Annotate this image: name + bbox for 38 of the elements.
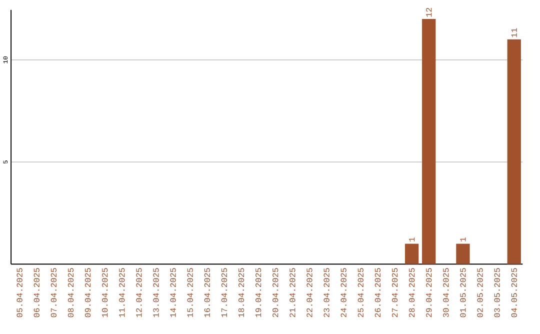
x-tick-label: 07.04.2025 [50, 268, 57, 318]
x-tick-label: 20.04.2025 [272, 268, 278, 318]
x-tick-label: 14.04.2025 [170, 268, 176, 318]
bar [456, 244, 470, 264]
x-tick-label: 29.04.2025 [426, 268, 432, 318]
x-tick-label: 24.04.2025 [340, 268, 346, 318]
x-tick-label: 16.04.2025 [204, 268, 210, 318]
x-tick-label: 02.05.2025 [477, 268, 483, 318]
data-label: 1 [409, 238, 415, 242]
x-tick-label: 15.04.2025 [187, 268, 193, 318]
data-label: 12 [426, 8, 432, 17]
x-tick-label: 10.04.2025 [102, 268, 108, 318]
x-tick-label: 26.04.2025 [374, 268, 381, 318]
x-tick-label: 12.04.2025 [136, 268, 142, 318]
data-label: 11 [511, 28, 517, 38]
x-tick-label: 13.04.2025 [153, 268, 159, 318]
x-tick-label: 21.04.2025 [290, 268, 296, 318]
x-tick-label: 11.04.2025 [119, 268, 125, 318]
x-tick-label: 09.04.2025 [84, 268, 91, 318]
data-label: 1 [460, 238, 466, 242]
x-tick-label: 27.04.2025 [392, 268, 398, 318]
x-tick-label: 03.05.2025 [494, 268, 500, 318]
x-tick-label: 01.05.2025 [460, 268, 466, 318]
x-tick-label: 22.04.2025 [306, 268, 312, 318]
x-tick-label: 19.04.2025 [255, 268, 262, 318]
x-tick-label: 23.04.2025 [324, 268, 330, 318]
bar [507, 39, 521, 264]
x-tick-label: 08.04.2025 [68, 268, 74, 318]
x-tick-label: 28.04.2025 [408, 268, 415, 318]
x-tick-label: 17.04.2025 [221, 268, 228, 318]
x-tick-label: 25.04.2025 [358, 268, 364, 318]
x-tick-label: 05.04.2025 [16, 268, 22, 318]
x-tick-label: 18.04.2025 [238, 268, 244, 318]
x-tick-label: 04.05.2025 [511, 268, 517, 318]
bar [422, 19, 436, 264]
x-tick-label: 06.04.2025 [34, 268, 40, 318]
x-tick-label: 30.04.2025 [443, 268, 449, 318]
bar [404, 244, 419, 264]
